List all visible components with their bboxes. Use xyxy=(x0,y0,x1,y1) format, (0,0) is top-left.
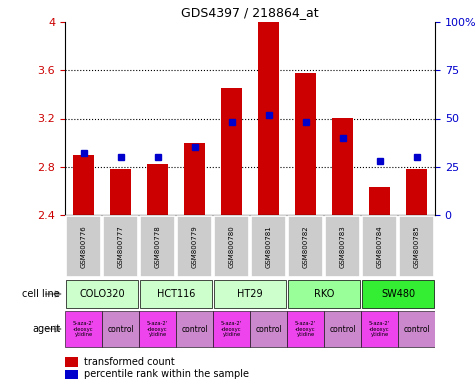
Text: control: control xyxy=(329,324,356,333)
Bar xyxy=(140,216,175,277)
Text: GSM800784: GSM800784 xyxy=(377,225,382,268)
Text: HCT116: HCT116 xyxy=(157,289,195,299)
Bar xyxy=(288,216,323,277)
Text: agent: agent xyxy=(32,324,60,334)
Bar xyxy=(406,169,427,215)
Bar xyxy=(370,187,390,215)
Text: control: control xyxy=(107,324,134,333)
Bar xyxy=(213,311,250,347)
Text: 5-aza-2'
-deoxyc
ytidine: 5-aza-2' -deoxyc ytidine xyxy=(221,321,242,337)
Text: control: control xyxy=(255,324,282,333)
Bar xyxy=(214,280,286,308)
Text: GSM800779: GSM800779 xyxy=(191,225,198,268)
Bar xyxy=(325,216,360,277)
Bar xyxy=(177,216,212,277)
Bar xyxy=(362,216,397,277)
Text: transformed count: transformed count xyxy=(84,357,174,367)
Text: cell line: cell line xyxy=(22,289,60,299)
Text: GSM800781: GSM800781 xyxy=(266,225,272,268)
Text: 5-aza-2'
-deoxyc
ytidine: 5-aza-2' -deoxyc ytidine xyxy=(147,321,168,337)
Text: GSM800783: GSM800783 xyxy=(340,225,345,268)
Bar xyxy=(251,216,286,277)
Bar xyxy=(250,311,286,347)
Bar xyxy=(287,311,323,347)
Text: GSM800777: GSM800777 xyxy=(117,225,124,268)
Bar xyxy=(184,142,205,215)
Title: GDS4397 / 218864_at: GDS4397 / 218864_at xyxy=(181,7,319,20)
Text: RKO: RKO xyxy=(314,289,334,299)
Text: GSM800778: GSM800778 xyxy=(154,225,161,268)
Bar xyxy=(288,280,360,308)
Bar xyxy=(103,311,139,347)
Text: 5-aza-2'
-deoxyc
ytidine: 5-aza-2' -deoxyc ytidine xyxy=(295,321,316,337)
Text: control: control xyxy=(181,324,208,333)
Bar xyxy=(147,164,168,215)
Text: HT29: HT29 xyxy=(237,289,263,299)
Bar xyxy=(66,311,102,347)
Text: GSM800780: GSM800780 xyxy=(228,225,235,268)
Bar xyxy=(176,311,213,347)
Bar xyxy=(139,311,176,347)
Text: 5-aza-2'
-deoxyc
ytidine: 5-aza-2' -deoxyc ytidine xyxy=(73,321,94,337)
Bar xyxy=(103,216,138,277)
Text: COLO320: COLO320 xyxy=(79,289,125,299)
Bar xyxy=(214,216,249,277)
Text: GSM800782: GSM800782 xyxy=(303,225,308,268)
Text: GSM800785: GSM800785 xyxy=(414,225,419,268)
Bar xyxy=(324,311,361,347)
Bar xyxy=(110,169,131,215)
Bar xyxy=(399,311,435,347)
Bar xyxy=(221,88,242,215)
Bar xyxy=(66,216,101,277)
Bar xyxy=(361,311,398,347)
Bar xyxy=(66,280,138,308)
Bar xyxy=(295,73,316,215)
Bar xyxy=(258,22,279,215)
Bar xyxy=(140,280,212,308)
Text: 5-aza-2'
-deoxyc
ytidine: 5-aza-2' -deoxyc ytidine xyxy=(369,321,390,337)
Bar xyxy=(399,216,434,277)
Text: percentile rank within the sample: percentile rank within the sample xyxy=(84,369,248,379)
Text: control: control xyxy=(403,324,430,333)
Text: GSM800776: GSM800776 xyxy=(80,225,86,268)
Bar xyxy=(73,155,94,215)
Bar xyxy=(332,119,352,215)
Text: SW480: SW480 xyxy=(381,289,415,299)
Bar xyxy=(65,358,78,367)
Bar xyxy=(362,280,434,308)
Bar xyxy=(65,370,78,379)
